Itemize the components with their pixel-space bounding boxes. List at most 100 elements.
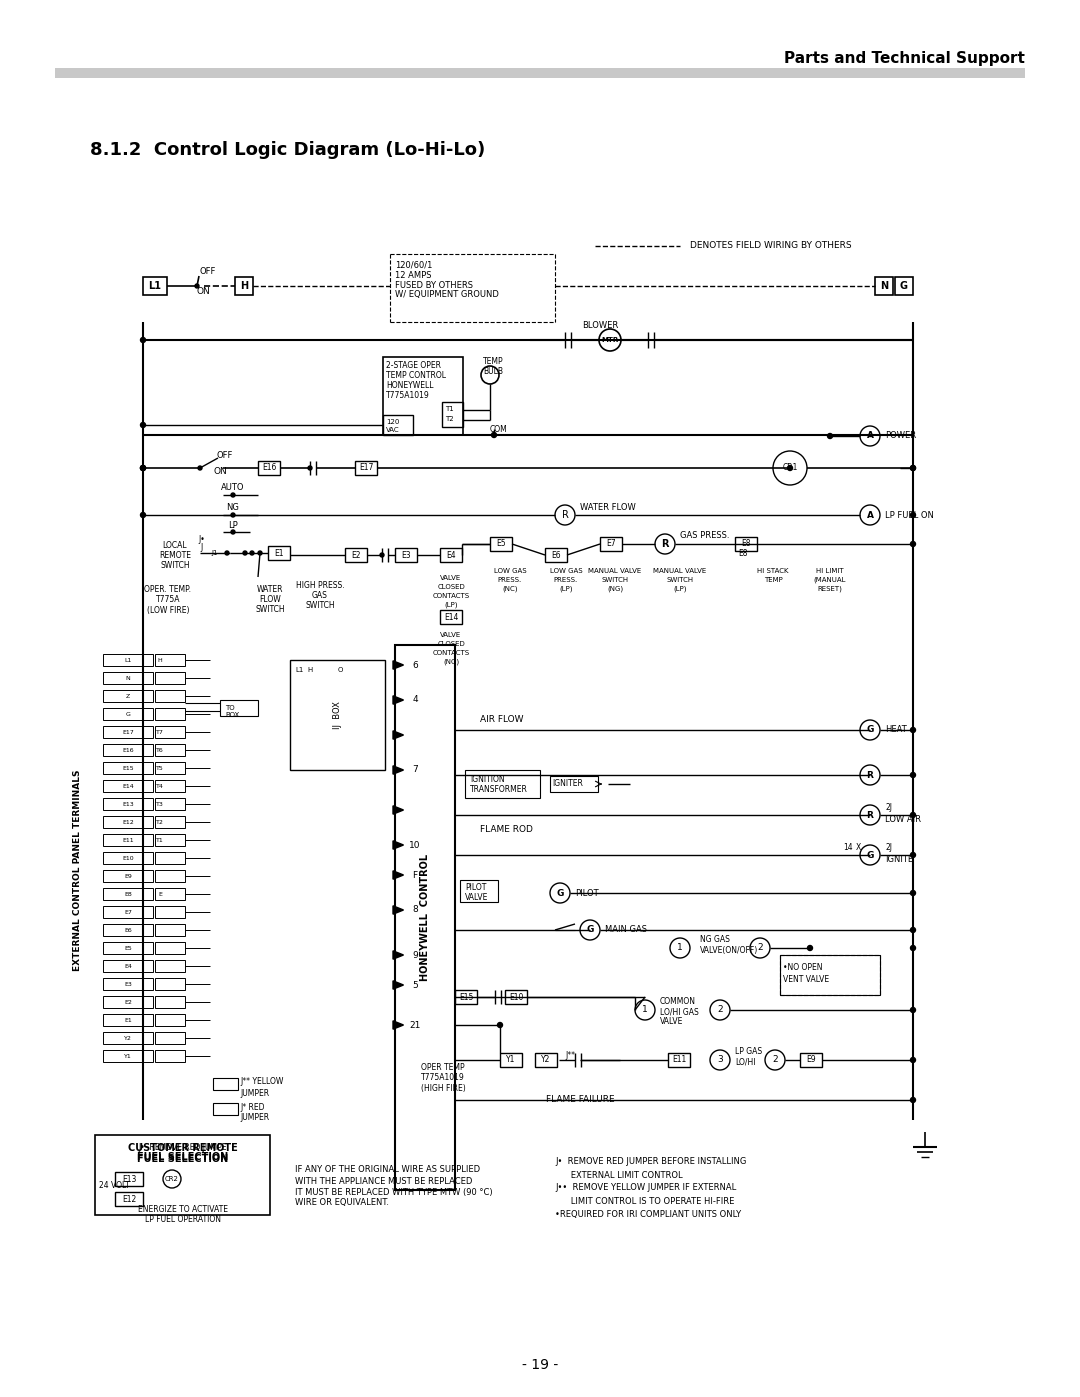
- Circle shape: [380, 553, 384, 557]
- Bar: [103, 761, 153, 774]
- Text: 24 VOLT: 24 VOLT: [99, 1182, 130, 1190]
- Text: LP FUEL ON: LP FUEL ON: [885, 510, 934, 520]
- Text: E11: E11: [122, 837, 134, 842]
- Bar: [103, 672, 153, 685]
- Text: LO/HI: LO/HI: [735, 1058, 756, 1066]
- Bar: [156, 960, 185, 972]
- Text: T1: T1: [157, 837, 164, 842]
- Bar: [395, 548, 417, 562]
- Bar: [156, 816, 185, 828]
- Text: CONTACTS: CONTACTS: [432, 650, 470, 657]
- Polygon shape: [393, 841, 404, 849]
- Bar: [143, 277, 167, 295]
- Text: MANUAL VALVE: MANUAL VALVE: [653, 569, 706, 574]
- Text: •NO OPEN: •NO OPEN: [783, 963, 823, 971]
- Circle shape: [910, 1058, 916, 1063]
- Text: L1: L1: [295, 666, 303, 673]
- Text: ENERGIZE TO ACTIVATE: ENERGIZE TO ACTIVATE: [138, 1206, 228, 1214]
- Text: FUEL SELECTION: FUEL SELECTION: [137, 1153, 229, 1162]
- Bar: [103, 1051, 153, 1062]
- Text: LOW AIR: LOW AIR: [885, 816, 921, 824]
- Circle shape: [910, 1007, 916, 1013]
- Bar: [545, 548, 567, 562]
- Text: E8: E8: [741, 539, 751, 549]
- Text: Y2: Y2: [124, 1035, 132, 1041]
- Bar: [355, 461, 377, 475]
- Bar: [383, 358, 463, 434]
- Circle shape: [140, 465, 146, 471]
- Bar: [156, 978, 185, 990]
- Text: (HIGH FIRE): (HIGH FIRE): [420, 1084, 465, 1092]
- Text: T6: T6: [157, 747, 164, 753]
- Bar: [505, 990, 527, 1004]
- Text: Z: Z: [126, 693, 130, 698]
- Text: E9: E9: [124, 873, 132, 879]
- Circle shape: [231, 513, 235, 517]
- Text: HONEYWELL: HONEYWELL: [386, 381, 433, 391]
- Text: SWITCH: SWITCH: [160, 560, 190, 570]
- Text: G: G: [900, 281, 908, 291]
- Text: 8.1.2  Control Logic Diagram (Lo-Hi-Lo): 8.1.2 Control Logic Diagram (Lo-Hi-Lo): [90, 141, 485, 159]
- Bar: [156, 672, 185, 685]
- Text: HONEYWELL  CONTROL: HONEYWELL CONTROL: [420, 854, 430, 981]
- Bar: [103, 726, 153, 738]
- Circle shape: [140, 465, 146, 471]
- Text: 2J: 2J: [885, 803, 892, 813]
- Text: 1: 1: [677, 943, 683, 953]
- Text: E15: E15: [459, 992, 473, 1002]
- Bar: [156, 780, 185, 792]
- Text: IT MUST BE REPLACED WITH TYPE MTW (90 °C): IT MUST BE REPLACED WITH TYPE MTW (90 °C…: [295, 1187, 492, 1196]
- Text: J1: J1: [212, 550, 218, 556]
- Text: Parts and Technical Support: Parts and Technical Support: [784, 50, 1025, 66]
- Bar: [156, 1051, 185, 1062]
- Text: E1: E1: [274, 549, 284, 557]
- Bar: [103, 942, 153, 954]
- Text: 4: 4: [413, 696, 418, 704]
- Text: A: A: [866, 432, 874, 440]
- Text: SWITCH: SWITCH: [255, 605, 285, 615]
- Text: T7: T7: [157, 729, 164, 735]
- Bar: [156, 852, 185, 863]
- Text: DENOTES FIELD WIRING BY OTHERS: DENOTES FIELD WIRING BY OTHERS: [690, 242, 852, 250]
- Circle shape: [498, 1023, 502, 1028]
- Text: CR2: CR2: [165, 1176, 179, 1182]
- Circle shape: [249, 550, 254, 555]
- Bar: [103, 870, 153, 882]
- Circle shape: [231, 529, 235, 534]
- Bar: [440, 610, 462, 624]
- Text: POWER: POWER: [885, 432, 916, 440]
- Bar: [213, 1078, 238, 1090]
- Text: E8: E8: [738, 549, 747, 557]
- Text: E15: E15: [122, 766, 134, 771]
- Bar: [800, 1053, 822, 1067]
- Text: F: F: [413, 870, 418, 880]
- Circle shape: [308, 467, 312, 469]
- Bar: [440, 548, 462, 562]
- Text: R: R: [562, 510, 568, 520]
- Text: SWITCH: SWITCH: [306, 601, 335, 609]
- Text: E7: E7: [606, 539, 616, 549]
- Text: E9: E9: [806, 1056, 815, 1065]
- Text: 120/60/1: 120/60/1: [395, 260, 432, 270]
- Text: WATER FLOW: WATER FLOW: [580, 503, 636, 511]
- Bar: [156, 1014, 185, 1025]
- Text: E4: E4: [446, 550, 456, 560]
- Text: 2-STAGE OPER: 2-STAGE OPER: [386, 362, 441, 370]
- Circle shape: [195, 284, 199, 288]
- Text: 9: 9: [413, 950, 418, 960]
- Text: (NC): (NC): [502, 585, 517, 592]
- Text: J••  REMOVE YELLOW JUMPER IF EXTERNAL: J•• REMOVE YELLOW JUMPER IF EXTERNAL: [555, 1183, 737, 1193]
- Text: VALVE: VALVE: [441, 576, 461, 581]
- Text: E3: E3: [401, 550, 410, 560]
- Text: J**: J**: [565, 1051, 575, 1059]
- Text: E11: E11: [672, 1056, 686, 1065]
- Text: NG: NG: [227, 503, 240, 513]
- Bar: [220, 700, 258, 717]
- Circle shape: [910, 513, 916, 517]
- Bar: [550, 775, 598, 792]
- Text: E16: E16: [261, 464, 276, 472]
- Bar: [156, 654, 185, 666]
- Bar: [875, 277, 893, 295]
- Text: T775A1019: T775A1019: [386, 391, 430, 401]
- Text: REMOTE: REMOTE: [159, 550, 191, 560]
